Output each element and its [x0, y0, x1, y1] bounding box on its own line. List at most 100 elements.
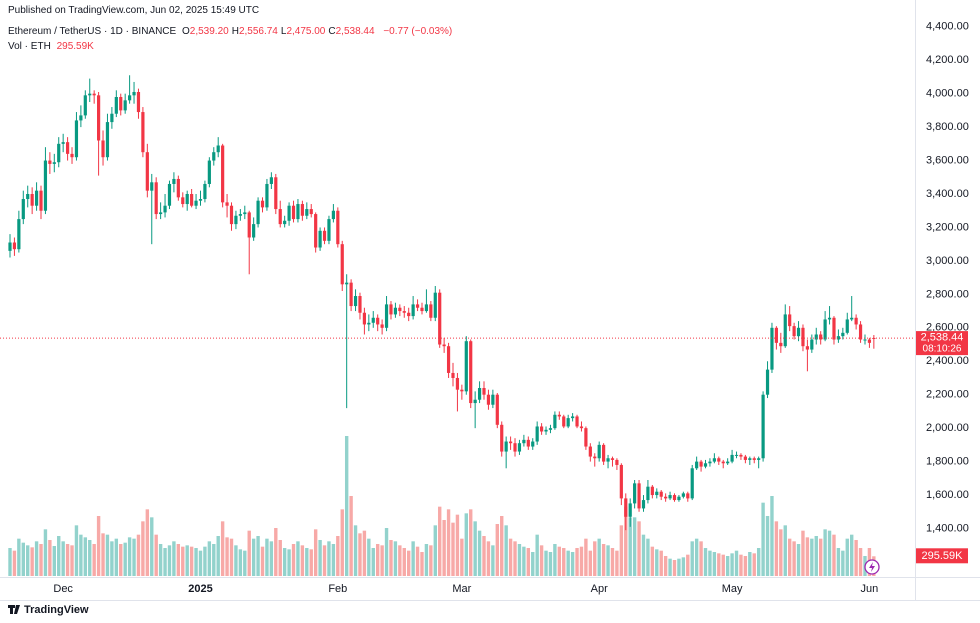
candle-body — [779, 342, 783, 347]
candle-body — [358, 296, 362, 313]
candle-body — [274, 177, 278, 210]
candle-body — [553, 414, 557, 429]
volume-bar — [796, 544, 801, 576]
candle-body — [70, 153, 74, 158]
volume-bar — [845, 538, 849, 576]
y-tick-label: 4,200.00 — [926, 54, 969, 66]
candle-body — [743, 456, 747, 460]
volume-bar — [393, 541, 398, 576]
volume-bar — [495, 524, 499, 576]
candle-body — [17, 219, 21, 250]
candle-body — [97, 95, 101, 141]
candle-body — [57, 143, 61, 163]
volume-bar — [818, 538, 823, 576]
candle-body — [752, 458, 756, 460]
volume-bar — [486, 541, 491, 576]
volume-bar — [43, 529, 48, 576]
volume-bar — [291, 544, 296, 576]
volume-bar — [597, 538, 601, 576]
volume-bar — [194, 548, 198, 576]
candle-body — [469, 341, 473, 404]
candle-body — [314, 214, 318, 248]
alert-bolt — [869, 562, 875, 572]
candle-body — [389, 304, 393, 315]
candle-body — [540, 426, 544, 432]
volume-bar — [659, 550, 663, 576]
volume-bar — [375, 544, 380, 576]
volume-bar — [464, 513, 468, 576]
volume-title: Vol · ETH — [8, 41, 51, 52]
candle-body — [526, 439, 530, 447]
candle-body — [504, 441, 508, 452]
x-tick-label: Feb — [328, 583, 347, 595]
y-tick-label: 4,400.00 — [926, 21, 969, 33]
candle-body — [579, 426, 584, 429]
volume-bar — [708, 550, 712, 576]
countdown-label: 08:10:26 — [923, 344, 962, 355]
volume-bar — [734, 550, 739, 576]
volume-bar — [832, 534, 836, 576]
candle-body — [562, 416, 566, 427]
candle-body — [380, 324, 384, 328]
volume-bar — [145, 509, 150, 576]
candle-body — [362, 312, 366, 325]
candle-body — [513, 443, 517, 452]
volume-bar — [779, 529, 783, 576]
volume-bar — [150, 517, 154, 576]
candle-body — [517, 443, 522, 452]
volume-bar — [415, 546, 420, 576]
candle-body — [774, 327, 778, 343]
volume-bar — [725, 556, 730, 576]
volume-bar — [238, 549, 243, 576]
volume-bar — [446, 509, 451, 576]
candle-body — [407, 312, 411, 317]
candle-body — [531, 441, 535, 447]
volume-bar — [203, 546, 207, 576]
volume-bar — [699, 541, 703, 576]
candle-body — [455, 377, 460, 390]
candle-body — [708, 461, 712, 464]
candle-body — [624, 498, 628, 517]
candle-body — [353, 296, 358, 307]
candle-body — [114, 97, 118, 114]
candle-body — [841, 332, 845, 337]
volume-bar — [300, 545, 305, 576]
candle-body — [593, 456, 597, 459]
volume-bar — [322, 545, 327, 576]
volume-bar — [575, 548, 579, 576]
candle-body — [265, 183, 269, 208]
candle-body — [446, 346, 451, 373]
candle-body — [229, 205, 234, 225]
candle-body — [783, 314, 787, 347]
volume-bar — [39, 544, 43, 576]
x-tick-label: Dec — [53, 583, 73, 595]
candle-body — [522, 439, 526, 444]
volume-bar — [48, 540, 52, 576]
candle-body — [305, 209, 309, 216]
y-tick-label: 2,800.00 — [926, 288, 969, 300]
candle-body — [225, 202, 229, 206]
volume-bar — [641, 534, 646, 576]
candle-body — [340, 244, 344, 285]
volume-bar — [429, 545, 433, 576]
candle-body — [433, 292, 437, 318]
y-tick-label: 3,800.00 — [926, 121, 969, 133]
candle-body — [203, 183, 207, 200]
volume-bar — [792, 541, 796, 576]
candle-body — [243, 212, 247, 215]
ohlc-name: L — [280, 26, 287, 37]
candle-body — [863, 339, 867, 341]
volume-bar — [765, 516, 770, 576]
volume-bar — [70, 545, 74, 576]
y-tick-label: 4,000.00 — [926, 88, 969, 100]
volume-bar — [526, 548, 531, 576]
volume-legend: Vol · ETH 295.59K — [8, 41, 97, 52]
volume-bar — [531, 552, 535, 576]
last-price-label: 2,538.44 — [921, 332, 964, 344]
y-tick-label: 1,800.00 — [926, 456, 969, 468]
candle-body — [827, 317, 832, 320]
volume-bar — [127, 537, 132, 576]
candle-body — [415, 304, 420, 308]
candle-body — [398, 307, 402, 312]
